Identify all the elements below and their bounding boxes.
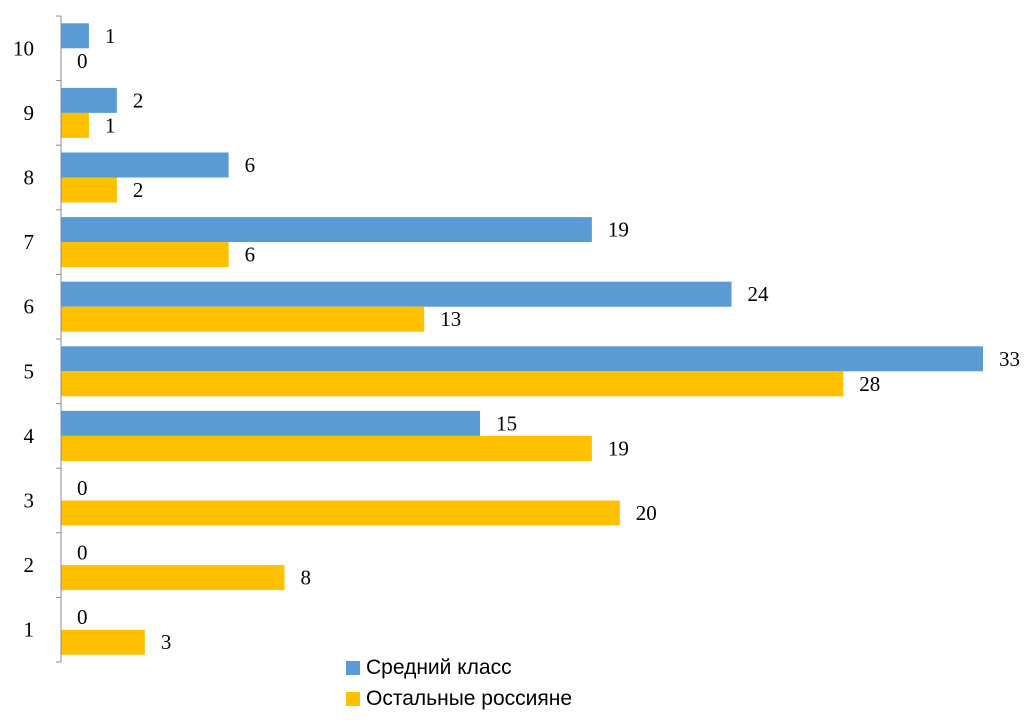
legend-swatch-series-1 — [346, 660, 360, 675]
bar-series-2 — [61, 112, 89, 138]
y-tick-labels-group: 10 9 8 7 6 5 4 3 2 1 — [13, 36, 35, 641]
y-axis — [56, 15, 62, 663]
bar-series-2 — [61, 306, 425, 332]
bar-series-2 — [61, 177, 117, 203]
legend-item-series-1: Средний класс — [346, 652, 572, 683]
data-label-series-1: 15 — [496, 411, 517, 435]
data-label-series-2: 3 — [161, 630, 172, 654]
data-label-series-2: 2 — [133, 178, 144, 202]
data-label-series-1: 24 — [748, 282, 770, 306]
data-label-series-1: 2 — [133, 88, 144, 112]
y-tick-label: 4 — [24, 424, 35, 448]
bar-series-1 — [61, 346, 983, 372]
bar-series-1 — [61, 281, 732, 307]
y-tick-label: 8 — [24, 166, 35, 190]
data-label-series-2: 13 — [440, 307, 461, 331]
legend-item-series-2: Остальные россияне — [346, 683, 572, 714]
data-label-series-2: 0 — [77, 49, 88, 73]
data-label-series-2: 20 — [636, 501, 657, 525]
legend-label-series-2: Остальные россияне — [366, 686, 573, 710]
bar-series-1 — [61, 23, 89, 49]
data-label-series-2: 8 — [301, 566, 312, 590]
data-label-series-1: 0 — [77, 476, 88, 500]
data-label-series-1: 0 — [77, 541, 88, 565]
data-label-series-2: 1 — [105, 113, 116, 137]
legend-swatch-series-2 — [346, 691, 360, 706]
y-tick-label: 9 — [24, 101, 35, 125]
bar-series-2 — [61, 565, 285, 591]
data-label-series-2: 19 — [608, 436, 629, 460]
bar-series-2 — [61, 242, 229, 268]
bar-series-1 — [61, 217, 592, 243]
y-tick-label: 7 — [24, 230, 35, 254]
data-label-series-2: 28 — [859, 372, 880, 396]
data-label-series-1: 6 — [245, 153, 256, 177]
bar-series-1 — [61, 152, 229, 178]
legend: Средний класс Остальные россияне — [346, 652, 572, 714]
data-label-series-1: 19 — [608, 218, 629, 242]
legend-label-series-1: Средний класс — [366, 655, 512, 679]
bars-group — [61, 23, 983, 655]
data-label-series-2: 6 — [245, 243, 256, 267]
bar-series-2 — [61, 435, 592, 461]
y-tick-label: 6 — [24, 295, 35, 319]
y-tick-label: 10 — [13, 36, 34, 60]
data-label-series-1: 33 — [999, 347, 1020, 371]
bar-series-2 — [61, 371, 844, 397]
y-tick-label: 5 — [24, 359, 35, 383]
y-tick-label: 2 — [24, 553, 35, 577]
y-tick-label: 3 — [24, 489, 35, 513]
bar-series-1 — [61, 410, 481, 436]
y-tick-label: 1 — [24, 618, 35, 642]
data-label-series-1: 0 — [77, 605, 88, 629]
bar-series-1 — [61, 87, 117, 113]
bar-series-2 — [61, 500, 620, 526]
data-label-series-1: 1 — [105, 24, 116, 48]
bar-series-2 — [61, 629, 145, 655]
